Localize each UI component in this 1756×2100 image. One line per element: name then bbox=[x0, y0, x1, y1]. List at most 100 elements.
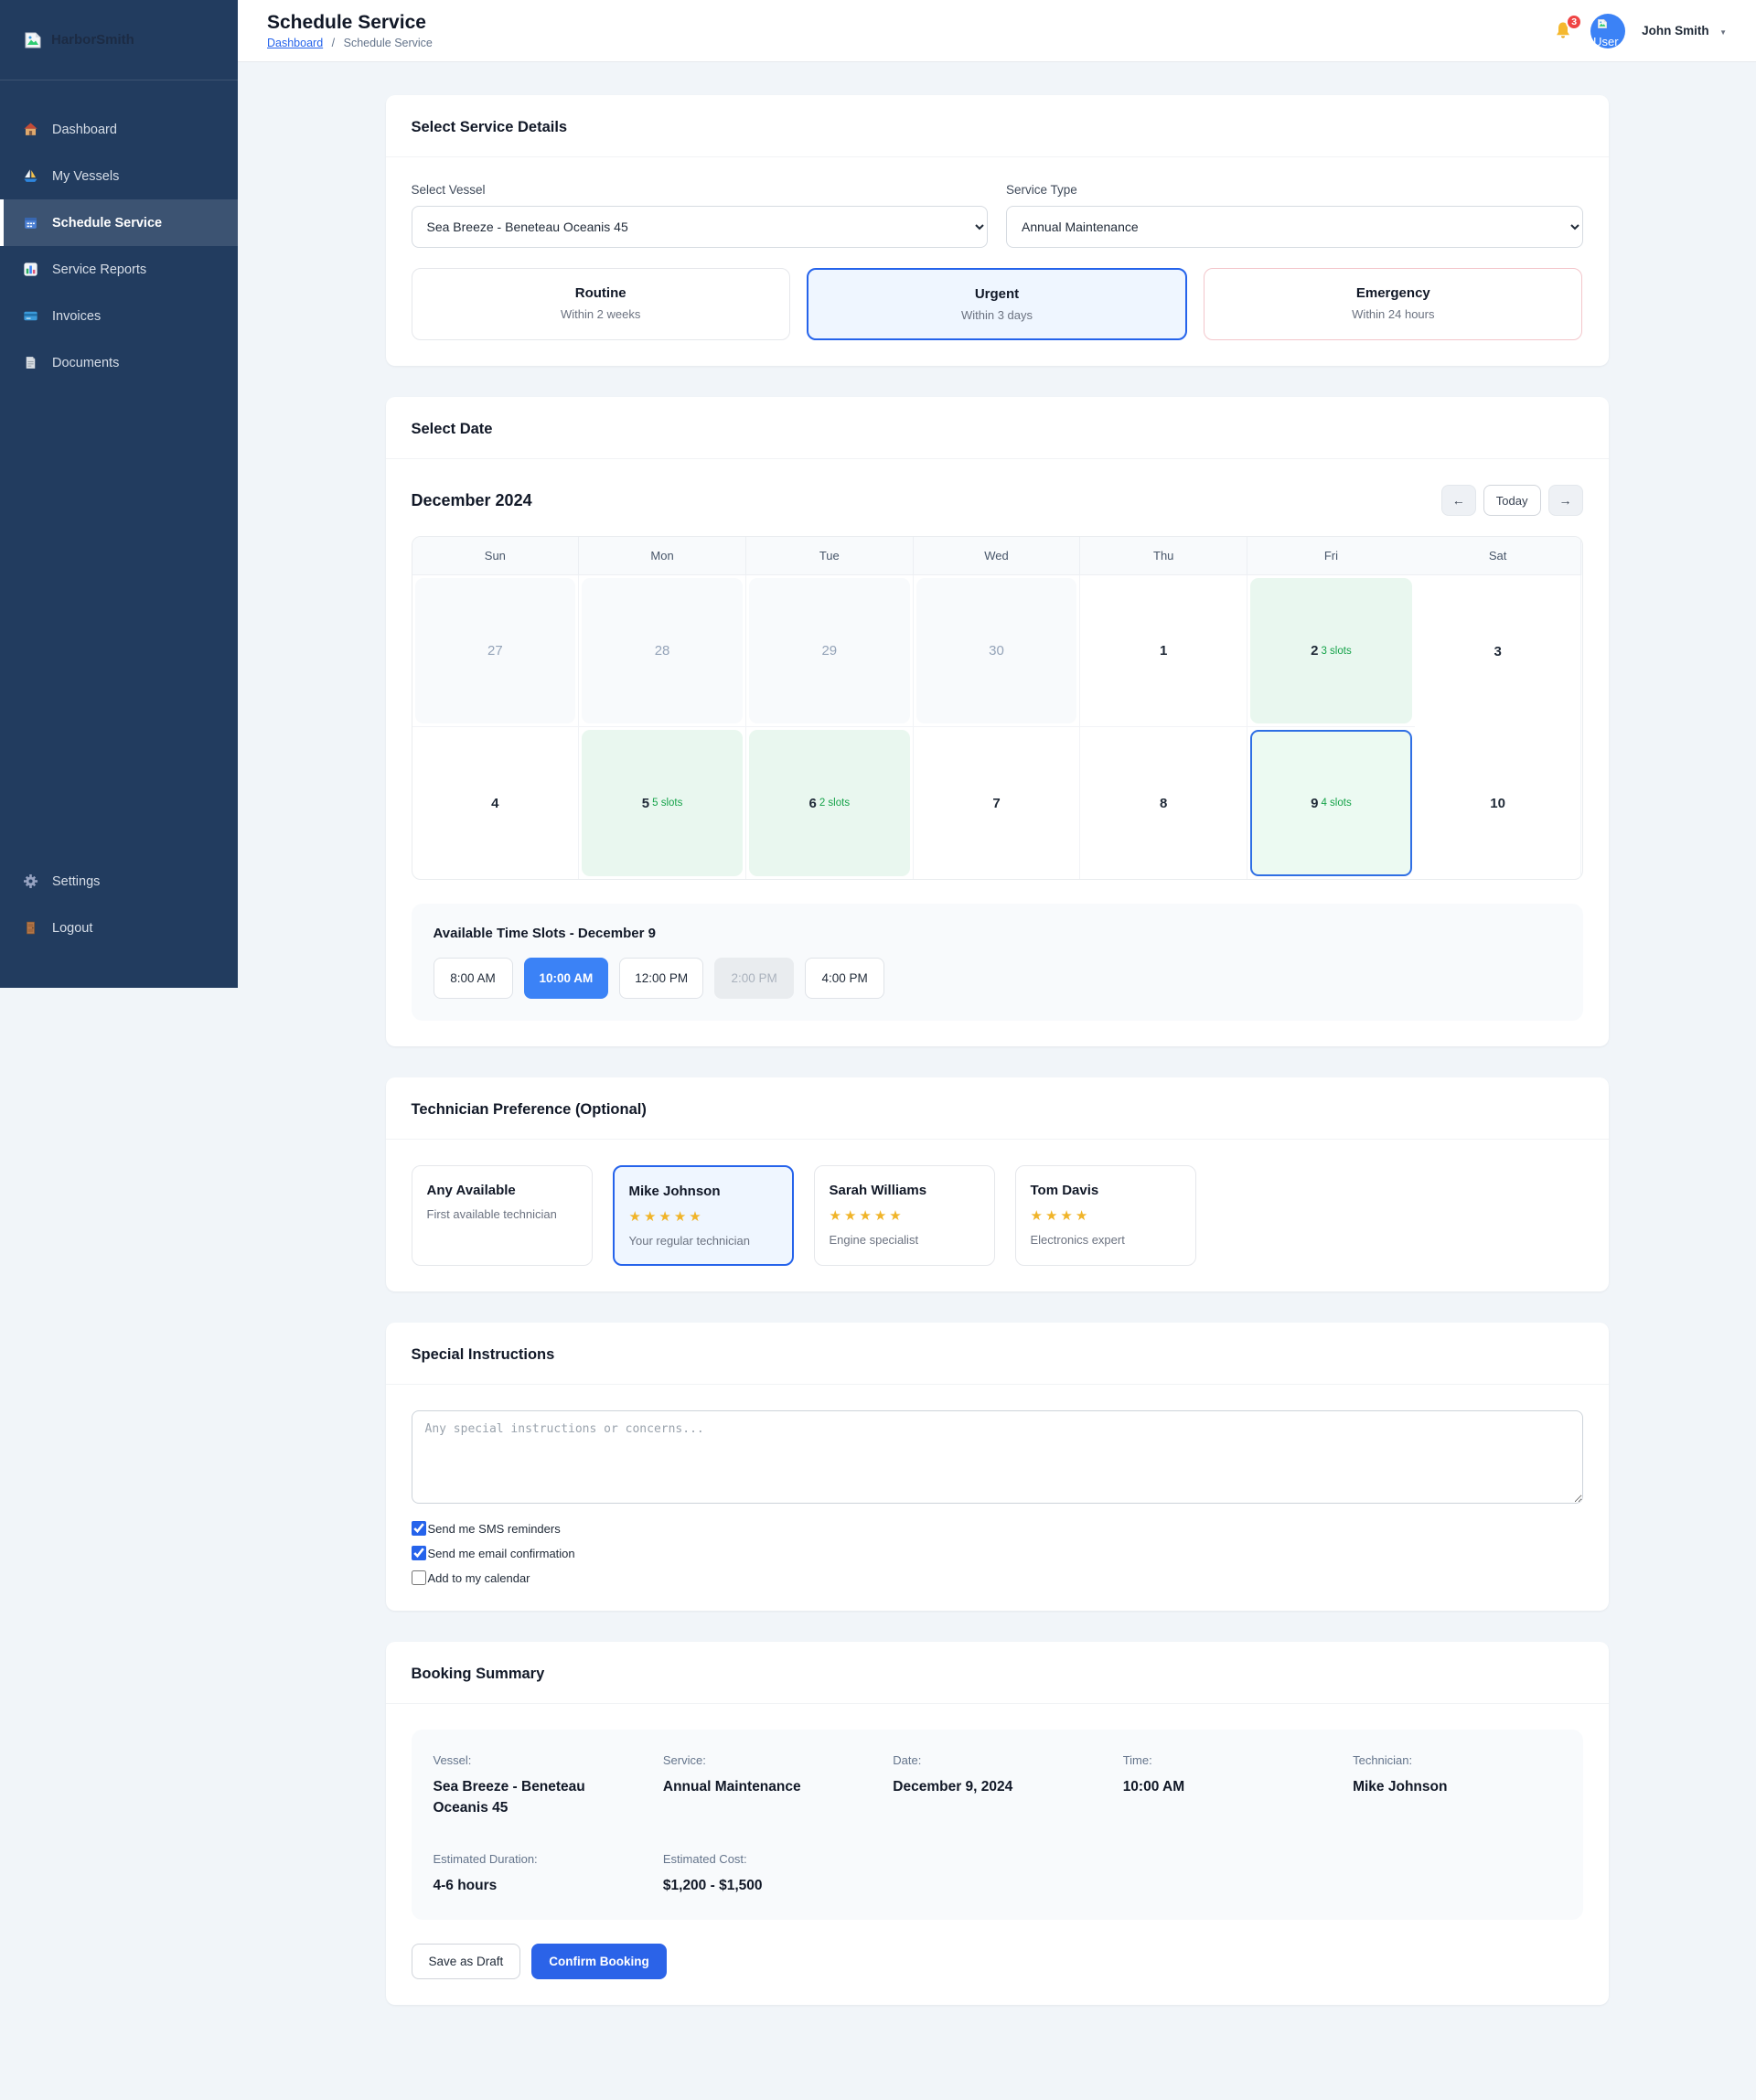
confirm-booking-button[interactable]: Confirm Booking bbox=[531, 1943, 667, 1979]
priority-timeframe: Within 2 weeks bbox=[560, 307, 641, 321]
technician-star-rating: ★★★★ bbox=[1030, 1208, 1091, 1224]
calendar-day-cell[interactable]: 3 bbox=[1415, 575, 1582, 727]
sidebar-footer-item-label: Settings bbox=[52, 873, 101, 889]
sidebar-item-icon bbox=[22, 167, 39, 185]
day-number: 8 bbox=[1160, 795, 1168, 811]
sidebar-item-icon bbox=[22, 307, 39, 325]
sidebar-footer-nav: Settings Logout bbox=[0, 832, 238, 988]
technician-option[interactable]: Any Available First available technician bbox=[411, 1165, 593, 1266]
summary-field-label: Service: bbox=[662, 1753, 706, 1767]
technician-name: Mike Johnson bbox=[628, 1184, 721, 1199]
logo[interactable]: HarborSmith bbox=[0, 0, 238, 80]
day-number: 30 bbox=[989, 643, 1004, 659]
checkbox-row: Send me SMS reminders bbox=[411, 1521, 1583, 1536]
time-slot-button[interactable]: 8:00 AM bbox=[433, 958, 513, 999]
sidebar-item-label: Dashboard bbox=[52, 122, 117, 137]
calendar-day-cell[interactable]: 30 bbox=[913, 575, 1081, 727]
notification-checkbox[interactable] bbox=[411, 1570, 426, 1585]
sidebar-item-label: Service Reports bbox=[52, 262, 147, 277]
day-number: 28 bbox=[654, 643, 670, 659]
service-details-title: Select Service Details bbox=[411, 119, 568, 135]
calendar-day-cell[interactable]: 1 bbox=[1080, 575, 1248, 727]
time-slot-button[interactable]: 4:00 PM bbox=[805, 958, 885, 999]
summary-field-label: Estimated Cost: bbox=[662, 1851, 747, 1866]
time-slot-button[interactable]: 12:00 PM bbox=[619, 958, 704, 999]
booking-summary-title: Booking Summary bbox=[411, 1666, 545, 1682]
sidebar-nav: Dashboard My Vessels Schedule Service Se… bbox=[0, 80, 238, 386]
select-date-body: December 2024 ← Today → Sun Mon Tue Wed Thu F… bbox=[386, 459, 1609, 1046]
calendar-day-cell[interactable]: 29 bbox=[745, 575, 914, 727]
technician-description: First available technician bbox=[426, 1207, 557, 1221]
time-slot-button[interactable]: 10:00 AM bbox=[523, 958, 609, 999]
calendar-day-cell[interactable]: 10 bbox=[1415, 727, 1582, 879]
technician-name: Any Available bbox=[426, 1183, 516, 1198]
calendar-prev-button[interactable]: ← bbox=[1440, 485, 1476, 516]
day-number: 3 bbox=[1494, 643, 1502, 659]
booking-summary-body: Vessel: Sea Breeze - Beneteau Oceanis 45… bbox=[386, 1704, 1609, 2005]
calendar-day-cell[interactable]: 7 bbox=[914, 727, 1081, 879]
vessel-select[interactable]: Sea Breeze - Beneteau Oceanis 45 bbox=[411, 206, 988, 248]
sidebar-item[interactable]: Service Reports bbox=[0, 246, 238, 293]
select-date-title: Select Date bbox=[411, 421, 493, 437]
sidebar-footer-item[interactable]: Logout bbox=[0, 905, 238, 951]
calendar-next-button[interactable]: → bbox=[1547, 485, 1583, 516]
day-number: 9 bbox=[1311, 795, 1319, 811]
technician-option[interactable]: Mike Johnson ★★★★★ Your regular technici… bbox=[612, 1165, 794, 1266]
notifications-button[interactable]: 3 bbox=[1552, 13, 1583, 42]
logo-text: HarborSmith bbox=[51, 32, 134, 48]
service-type-select[interactable]: Annual Maintenance bbox=[1006, 206, 1583, 248]
priority-option[interactable]: Routine Within 2 weeks bbox=[411, 268, 790, 340]
calendar-day-header: Fri bbox=[1247, 537, 1415, 575]
technician-option[interactable]: Sarah Williams ★★★★★ Engine specialist bbox=[813, 1165, 995, 1266]
notification-checkbox[interactable] bbox=[411, 1521, 426, 1536]
page-title: Schedule Service bbox=[267, 12, 426, 33]
technician-option[interactable]: Tom Davis ★★★★ Electronics expert bbox=[1014, 1165, 1196, 1266]
sidebar-item[interactable]: Schedule Service bbox=[0, 199, 238, 246]
technician-star-rating: ★★★★★ bbox=[829, 1208, 905, 1224]
priority-option[interactable]: Emergency Within 24 hours bbox=[1204, 268, 1583, 340]
calendar-month-title: December 2024 bbox=[411, 490, 532, 509]
summary-field: Technician: Mike Johnson bbox=[1353, 1753, 1560, 1819]
sidebar-item-label: Schedule Service bbox=[52, 215, 163, 230]
calendar-day-cell[interactable]: 27 bbox=[412, 575, 580, 727]
broken-image-icon bbox=[1596, 17, 1609, 30]
technician-star-rating: ★★★★★ bbox=[628, 1209, 704, 1225]
summary-field: Estimated Duration: 4-6 hours bbox=[434, 1852, 641, 1896]
calendar-day-headers: Sun Mon Tue Wed Thu Fri Sat bbox=[412, 537, 1582, 575]
sidebar-item[interactable]: Dashboard bbox=[0, 106, 238, 153]
user-menu[interactable]: John Smith ▼ bbox=[1642, 23, 1727, 39]
notification-checkbox[interactable] bbox=[411, 1546, 426, 1560]
sidebar-item[interactable]: Documents bbox=[0, 339, 238, 386]
sidebar-item[interactable]: Invoices bbox=[0, 293, 238, 339]
breadcrumb-dashboard-link[interactable]: Dashboard bbox=[267, 37, 324, 49]
time-slot-button[interactable]: 2:00 PM bbox=[714, 958, 795, 999]
calendar-day-cell[interactable]: 28 bbox=[579, 575, 746, 727]
chevron-down-icon: ▼ bbox=[1719, 27, 1727, 37]
day-number: 27 bbox=[487, 643, 503, 659]
breadcrumb-separator: / bbox=[331, 37, 336, 49]
priority-name: Routine bbox=[574, 285, 626, 301]
save-draft-button[interactable]: Save as Draft bbox=[411, 1943, 521, 1979]
sidebar-item[interactable]: My Vessels bbox=[0, 153, 238, 199]
instructions-textarea[interactable] bbox=[411, 1410, 1583, 1504]
calendar-day-cell[interactable]: 4 bbox=[412, 727, 580, 879]
calendar-today-button[interactable]: Today bbox=[1483, 485, 1541, 516]
avatar[interactable]: User bbox=[1590, 13, 1626, 48]
sidebar-footer-item[interactable]: Settings bbox=[0, 858, 238, 905]
vessel-field: Select Vessel Sea Breeze - Beneteau Ocea… bbox=[411, 183, 988, 248]
breadcrumb: Dashboard / Schedule Service bbox=[267, 37, 433, 49]
technician-description: Engine specialist bbox=[829, 1233, 919, 1247]
sidebar-item-label: Documents bbox=[52, 355, 120, 370]
summary-actions: Save as Draft Confirm Booking bbox=[411, 1943, 1583, 1979]
priority-option[interactable]: Urgent Within 3 days bbox=[806, 268, 1188, 340]
calendar-day-cell[interactable]: 8 bbox=[1080, 727, 1248, 879]
slot-count: 4 slots bbox=[1321, 798, 1352, 809]
time-slots-title: Available Time Slots - December 9 bbox=[433, 926, 656, 941]
summary-field-value: 4-6 hours bbox=[433, 1877, 498, 1893]
select-date-header: Select Date bbox=[385, 397, 1609, 459]
sidebar-footer-item-label: Logout bbox=[52, 920, 93, 936]
